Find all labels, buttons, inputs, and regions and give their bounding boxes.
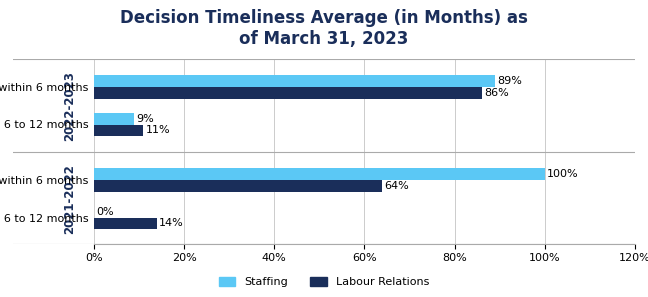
Text: 89%: 89%: [498, 76, 522, 86]
Text: 2022-2023: 2022-2023: [63, 71, 76, 141]
Bar: [94, 113, 134, 124]
Bar: [94, 217, 157, 229]
Text: 2021-2022: 2021-2022: [63, 164, 76, 234]
Bar: [94, 75, 495, 87]
Text: 100%: 100%: [547, 169, 579, 179]
Bar: [94, 168, 545, 180]
Text: 86%: 86%: [484, 88, 509, 98]
Bar: [94, 180, 382, 192]
Text: 14%: 14%: [159, 219, 184, 228]
Bar: [94, 124, 143, 136]
Text: 0%: 0%: [96, 206, 113, 217]
Text: 11%: 11%: [146, 125, 170, 135]
Text: Decision Timeliness Average (in Months) as
of March 31, 2023: Decision Timeliness Average (in Months) …: [120, 9, 528, 48]
Legend: Staffing, Labour Relations: Staffing, Labour Relations: [214, 272, 434, 291]
Text: 64%: 64%: [385, 181, 410, 191]
Text: 9%: 9%: [137, 113, 154, 124]
Bar: [94, 87, 481, 99]
